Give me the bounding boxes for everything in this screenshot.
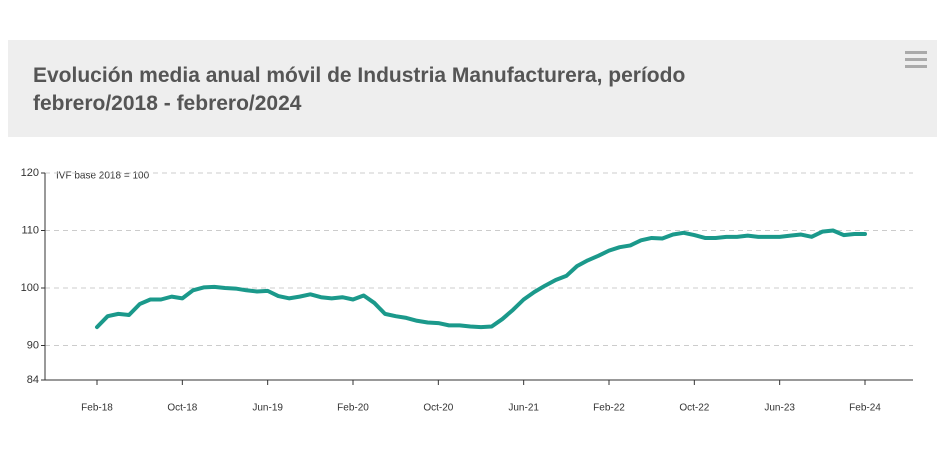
annotation: IVF base 2018 = 100 [56, 171, 150, 182]
y-tick-label: 84 [27, 374, 39, 386]
x-tick-label: Feb-20 [337, 403, 369, 414]
menu-button[interactable] [905, 50, 927, 68]
y-tick-label: 90 [27, 339, 39, 351]
chart-title: Evolución media anual móvil de Industria… [33, 64, 686, 115]
x-tick-label: Feb-22 [593, 403, 625, 414]
x-tick-label: Jun-19 [252, 403, 283, 414]
x-tick-label: Oct-20 [423, 403, 453, 414]
y-tick-label: 120 [21, 167, 39, 179]
x-tick-label: Feb-24 [849, 403, 881, 414]
x-tick-label: Oct-18 [167, 403, 197, 414]
x-tick-label: Oct-22 [679, 403, 709, 414]
y-tick-label: 110 [21, 224, 39, 236]
x-tick-label: Jun-21 [508, 403, 539, 414]
x-tick-label: Feb-18 [81, 403, 113, 414]
header: Evolución media anual móvil de Industria… [8, 40, 937, 137]
data-line [95, 228, 867, 330]
y-tick-label: 100 [21, 282, 39, 294]
x-tick-label: Jun-23 [764, 403, 795, 414]
